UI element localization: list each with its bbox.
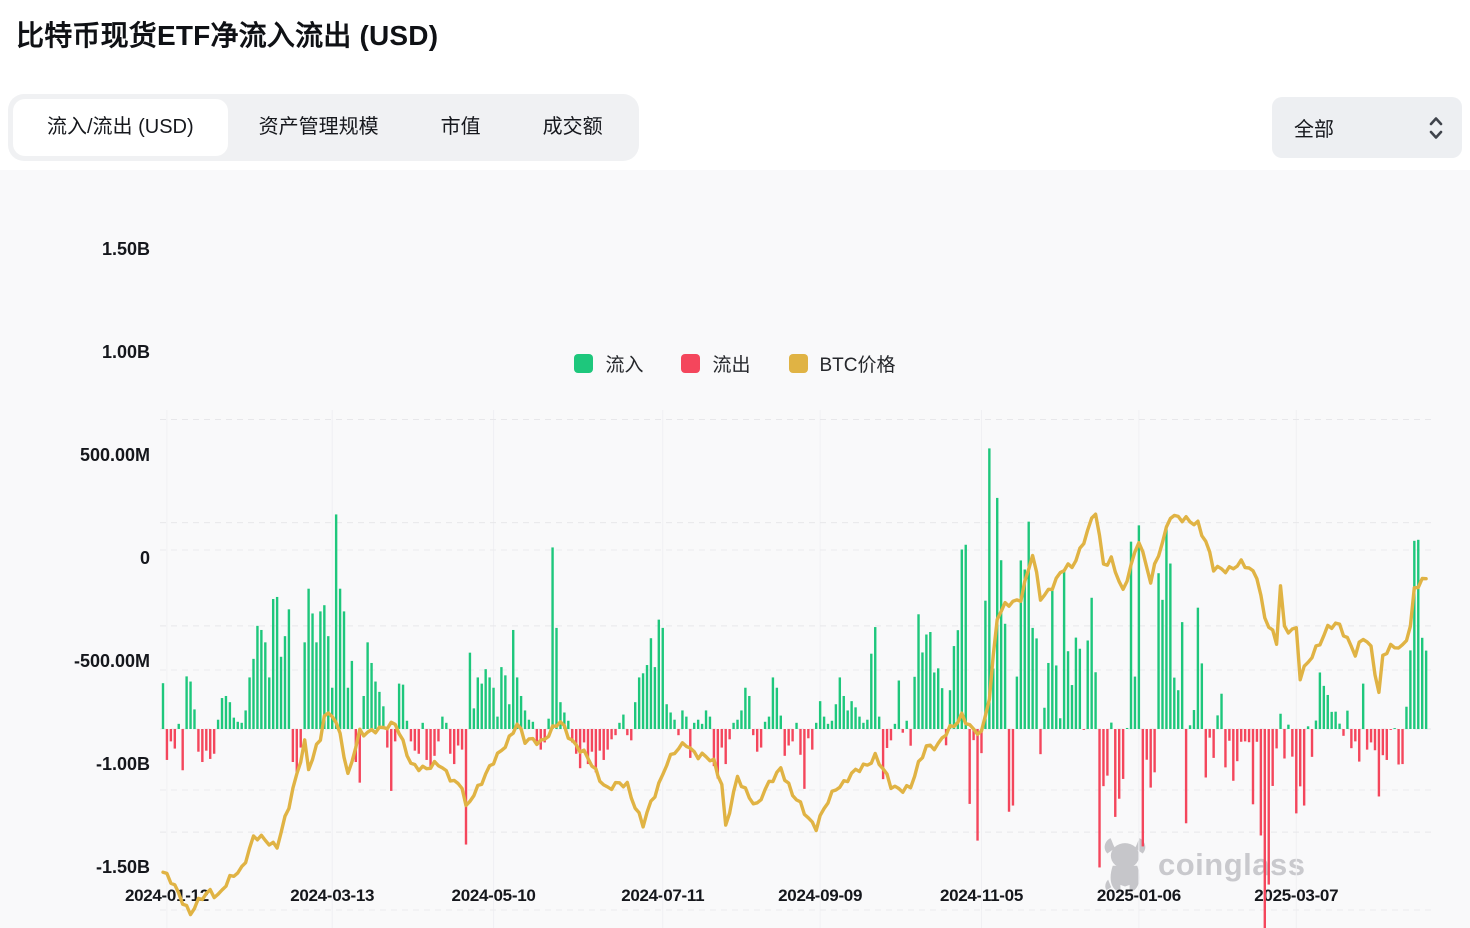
legend-item-2[interactable]: BTC价格 [788,350,896,377]
chart-panel: coinglass 流入 流出 BTC价格 1.50B 1.00B 500.00M 0 -5… [0,170,1470,928]
bull-mascot-icon [1102,836,1148,894]
tab-1[interactable]: 资产管理规模 [258,116,379,138]
tab-bar: 流入/流出 (USD) 资产管理规模 市值 成交额 [8,94,639,161]
legend-item-0[interactable]: 流入 [574,350,643,377]
legend-label: BTC价格 [819,355,896,376]
y-tick-label: -1.00B [95,754,150,775]
tab-2[interactable]: 市值 [440,116,481,138]
y-tick-label: 0 [139,548,150,568]
watermark-text: coinglass [1158,847,1306,882]
btc-price-line [161,512,1428,917]
y-tick-label: -1.50B [95,857,150,878]
y-tick-label: 1.00B [101,341,150,362]
range-select[interactable]: 全部 [1272,97,1462,158]
page-title: 比特币现货ETF净流入流出 (USD) [16,20,439,51]
tab-3[interactable]: 成交额 [542,116,603,138]
flow-chart-plot[interactable] [160,410,1434,928]
legend-marker-icon [681,354,701,373]
legend-item-1[interactable]: 流出 [681,350,751,377]
legend-label: 流出 [712,355,751,376]
y-tick-label: 500.00M [79,444,150,465]
y-tick-label: -500.00M [73,651,150,672]
range-select-value: 全部 [1294,119,1334,141]
y-tick-label: 1.50B [101,238,150,259]
watermark: coinglass [1102,836,1306,894]
chevron-up-down-icon [1428,115,1444,141]
legend-marker-icon [574,354,594,373]
tab-0[interactable]: 流入/流出 (USD) [13,99,228,156]
chart-legend: 流入 流出 BTC价格 [0,350,1470,377]
legend-label: 流入 [605,355,644,376]
legend-marker-icon [788,354,808,373]
